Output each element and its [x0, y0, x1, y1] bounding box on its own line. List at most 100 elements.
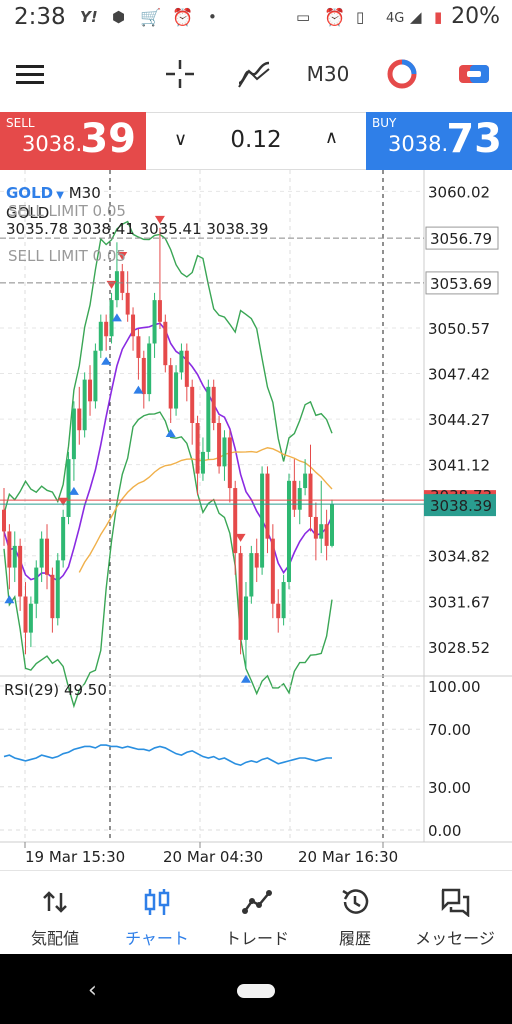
- chart-ohlc: 3035.78 3038.41 3035.41 3038.39: [6, 220, 269, 238]
- order-level-tag: [425, 271, 499, 295]
- candle-body: [233, 488, 238, 554]
- candle-body: [206, 386, 211, 452]
- messages-icon: [404, 885, 506, 919]
- candle-body: [270, 538, 275, 604]
- candle-body: [308, 473, 313, 517]
- nav-trade[interactable]: トレード: [206, 871, 308, 955]
- nav-chart[interactable]: チャート: [106, 871, 208, 955]
- candle-body: [18, 545, 23, 597]
- back-icon[interactable]: ‹: [88, 978, 97, 1003]
- candle-body: [28, 603, 33, 633]
- candle-body: [120, 271, 125, 293]
- notification-icon: ⬢: [112, 8, 126, 26]
- rsi-line: [3, 744, 332, 767]
- buy-price-big: 73: [446, 116, 502, 162]
- history-icon: [304, 885, 406, 919]
- volume-control: ∨ 0.12 ∧: [146, 112, 366, 170]
- volume-decrease-icon[interactable]: ∨: [174, 129, 188, 150]
- quotes-icon: [4, 885, 106, 919]
- candle-body: [12, 545, 17, 568]
- chart-symbol-header[interactable]: GOLD ▼ M30: [6, 184, 101, 202]
- menu-icon[interactable]: [10, 54, 50, 94]
- candle-body: [2, 509, 6, 532]
- candle-body: [163, 321, 168, 366]
- crosshair-icon[interactable]: [160, 54, 200, 94]
- candle-body: [238, 553, 243, 640]
- candle-body: [114, 271, 119, 301]
- price-axis-label: 3047.42: [428, 366, 490, 384]
- price-axis-label: 3041.12: [428, 457, 490, 475]
- band-lower: [3, 411, 333, 709]
- candle-body: [260, 473, 265, 568]
- candle-body: [136, 336, 141, 358]
- bollinger-bands: [3, 220, 333, 709]
- price-axis-label: 3028.52: [428, 639, 490, 657]
- candle-body: [98, 321, 103, 351]
- nav-label: メッセージ: [415, 929, 495, 948]
- time-axis-label: 20 Mar 04:30: [163, 848, 263, 866]
- battery-icon: ▮: [434, 8, 443, 26]
- price-axis-label: 3060.02: [428, 183, 490, 201]
- sell-button[interactable]: SELL 3038. 39: [0, 112, 146, 170]
- sell-signal-arrow: [235, 533, 246, 542]
- candle-body: [152, 300, 157, 344]
- nav-label: 気配値: [30, 929, 79, 948]
- band-upper: [3, 220, 333, 515]
- candle-body: [281, 582, 286, 619]
- buy-button[interactable]: BUY 3038. 73: [366, 112, 512, 170]
- candle-body: [77, 408, 82, 431]
- candle-body: [179, 350, 184, 373]
- candle-body: [265, 473, 270, 539]
- status-time: 2:38: [14, 4, 66, 30]
- candle-body: [254, 553, 259, 568]
- nav-quotes[interactable]: 気配値: [4, 871, 106, 955]
- nav-label: トレード: [224, 929, 289, 948]
- timeframe-button[interactable]: M30: [306, 62, 350, 86]
- candle-body: [276, 603, 281, 619]
- objects-icon[interactable]: [380, 54, 424, 94]
- nav-history[interactable]: 履歴: [304, 871, 406, 955]
- rsi-level-label: 100.00: [428, 678, 481, 696]
- volume-increase-icon[interactable]: ∧: [324, 127, 338, 148]
- nav-label: 履歴: [338, 929, 371, 948]
- candle-body: [55, 560, 60, 619]
- buy-signal-arrow: [4, 595, 15, 604]
- candle-body: [319, 524, 324, 539]
- moving-average: [3, 322, 333, 582]
- home-pill[interactable]: [237, 984, 275, 998]
- candle-body: [34, 567, 39, 604]
- candle-body: [131, 314, 136, 337]
- candle-body: [66, 459, 71, 517]
- candle-body: [50, 574, 55, 619]
- chart-icon: [106, 885, 208, 919]
- candle-body: [174, 372, 179, 409]
- candle-body: [200, 451, 205, 474]
- rsi-indicator: 100.00 70.00 30.00 0.00: [0, 678, 481, 840]
- rsi-name: RSI(29): [4, 681, 60, 699]
- candle-body: [222, 437, 227, 467]
- candle-body: [184, 350, 189, 387]
- sell-price-main: 3038.: [22, 132, 83, 156]
- chart-symbol: GOLD: [6, 184, 54, 202]
- candle-body: [147, 343, 152, 395]
- time-axis-label: 19 Mar 15:30: [25, 848, 125, 866]
- indicator-icon[interactable]: [232, 54, 276, 94]
- price-axis-label: 3034.82: [428, 548, 490, 566]
- candle-body: [157, 300, 162, 322]
- alarm-icon: ⏰: [324, 8, 346, 28]
- volume-value[interactable]: 0.12: [230, 127, 282, 153]
- candle-body: [292, 480, 297, 510]
- dot-icon: •: [208, 8, 217, 26]
- candle-body: [61, 516, 66, 561]
- order-label-1: SELL LIMIT 0.05: [8, 202, 126, 220]
- yahoo-icon: Y!: [80, 8, 98, 26]
- time-axis-label: 20 Mar 16:30: [298, 848, 398, 866]
- candle-body: [23, 596, 28, 633]
- signal-arrows: [4, 215, 251, 683]
- candle-body: [211, 386, 216, 423]
- nav-messages[interactable]: メッセージ: [404, 871, 506, 955]
- trade-icon[interactable]: [452, 54, 496, 94]
